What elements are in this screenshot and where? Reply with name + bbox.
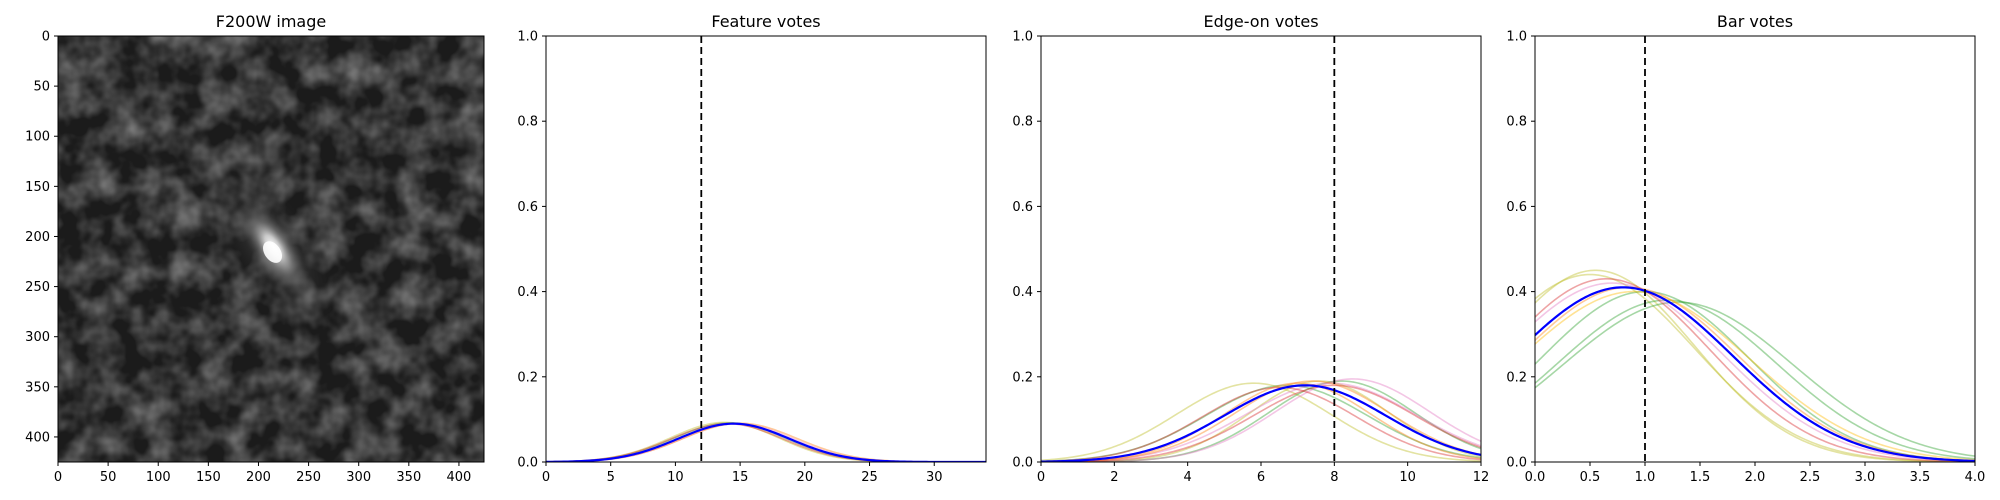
- y-tick-label: 0.4: [517, 285, 538, 300]
- y-tick-label: 0.4: [1506, 285, 1527, 300]
- curves: [1535, 269, 1975, 462]
- y-tick-label: 1.0: [1012, 30, 1033, 45]
- x-tick-label: 12: [1473, 470, 1490, 485]
- y-tick-label: 1.0: [517, 30, 538, 45]
- x-tick-label: 2: [1110, 470, 1118, 485]
- sample-curve: [1041, 386, 1481, 462]
- x-tick-label: 1.0: [1635, 470, 1656, 485]
- x-tick-label: 0.5: [1580, 470, 1601, 485]
- x-tick-label: 15: [732, 470, 749, 485]
- chart-title-0: F200W image: [216, 12, 326, 31]
- x-tick-label: 1.5: [1690, 470, 1711, 485]
- y-tick-label: 0.0: [517, 456, 538, 471]
- x-tick-label: 200: [246, 470, 271, 485]
- panel-bar-votes: Bar votes 0.0 0.5 1.0 1.5 2.0 2.5 3.0 3.5 4.0 0.0 0…: [1506, 12, 1985, 485]
- image-frame: [57, 35, 485, 463]
- y-tick-label: 0.8: [1506, 115, 1527, 130]
- sample-curve: [1041, 384, 1481, 462]
- x-tick-label: 400: [447, 470, 472, 485]
- panel-edge-on-votes: Edge-on votes 0 2 4 6 8 10 12 0.0 0.2 0.4 0.6 0.8 1.0: [1012, 12, 1489, 485]
- x-tick-label: 3.0: [1855, 470, 1876, 485]
- chart-title-3: Bar votes: [1717, 12, 1793, 31]
- y-tick-label: 250: [25, 280, 50, 295]
- x-tick-label: 2.0: [1745, 470, 1766, 485]
- x-tick-label: 0: [542, 470, 550, 485]
- y-tick-label: 0.2: [517, 370, 538, 385]
- sample-curve: [1535, 273, 1975, 462]
- x-tick-label: 30: [926, 470, 943, 485]
- chart-title-2: Edge-on votes: [1203, 12, 1318, 31]
- sample-curve: [1535, 301, 1975, 457]
- y-tick-label: 0: [42, 30, 50, 45]
- axes-frame: [545, 35, 987, 463]
- y-tick-label: 0.6: [517, 200, 538, 215]
- curves: [1041, 378, 1481, 462]
- x-tick-label: 250: [296, 470, 321, 485]
- y-tick-label: 0.6: [1012, 200, 1033, 215]
- x-tick-label: 8: [1330, 470, 1338, 485]
- y-tick-label: 150: [25, 180, 50, 195]
- y-tick-label: 0.0: [1012, 456, 1033, 471]
- sample-curve: [1041, 382, 1481, 462]
- x-tick-label: 2.5: [1800, 470, 1821, 485]
- x-tick-label: 50: [100, 470, 117, 485]
- galaxy-core: [263, 241, 283, 263]
- plot-area: [1535, 36, 1975, 462]
- plot-area: [1041, 36, 1481, 462]
- y-tick-label: 0.0: [1506, 456, 1527, 471]
- y-tick-label: 50: [33, 80, 50, 95]
- sample-curve: [1041, 384, 1481, 462]
- x-tick-label: 6: [1257, 470, 1265, 485]
- sample-curve: [1535, 269, 1975, 462]
- panel-feature-votes: Feature votes 0 5 10 15 20 25 30 0.0 0.2 0.4 0.6 0.8…: [517, 12, 987, 485]
- x-tick-label: 300: [346, 470, 371, 485]
- sample-curve: [1535, 282, 1975, 462]
- y-tick-label: 0.4: [1012, 285, 1033, 300]
- x-tick-label: 4.0: [1965, 470, 1986, 485]
- sample-curve: [1041, 382, 1481, 462]
- y-tick-label: 300: [25, 330, 50, 345]
- sample-curve: [1041, 380, 1481, 462]
- panel-f200w-image: F200W image 0 50 100 150 200 250 300 350 400 0 50 1…: [25, 12, 485, 485]
- chart-title-1: Feature votes: [711, 12, 820, 31]
- sample-curve: [1041, 378, 1481, 462]
- y-tick-label: 0.8: [517, 115, 538, 130]
- plot-area: [546, 36, 986, 462]
- x-tick-label: 0.0: [1525, 470, 1546, 485]
- sample-curve: [1041, 380, 1481, 462]
- x-tick-label: 350: [396, 470, 421, 485]
- y-tick-label: 0.6: [1506, 200, 1527, 215]
- sample-curve: [1041, 380, 1481, 462]
- sample-curve: [1041, 382, 1481, 462]
- y-tick-label: 400: [25, 430, 50, 445]
- y-tick-label: 0.2: [1506, 370, 1527, 385]
- sample-curve: [1535, 290, 1975, 461]
- x-tick-label: 10: [667, 470, 684, 485]
- mean-curve: [1535, 286, 1975, 462]
- x-tick-label: 100: [146, 470, 171, 485]
- x-tick-label: 25: [861, 470, 878, 485]
- y-tick-label: 0.2: [1012, 370, 1033, 385]
- y-tick-label: 0.8: [1012, 115, 1033, 130]
- x-tick-label: 4: [1184, 470, 1192, 485]
- x-tick-label: 0: [1037, 470, 1045, 485]
- y-tick-label: 100: [25, 130, 50, 145]
- y-tick-label: 200: [25, 230, 50, 245]
- x-tick-label: 5: [607, 470, 615, 485]
- y-tick-label: 1.0: [1506, 30, 1527, 45]
- x-tick-label: 0: [54, 470, 62, 485]
- x-tick-label: 3.5: [1910, 470, 1931, 485]
- sample-curve: [1535, 290, 1975, 462]
- x-tick-label: 20: [797, 470, 814, 485]
- sample-curve: [1535, 278, 1975, 462]
- mean-curve: [1041, 384, 1481, 462]
- x-tick-label: 10: [1399, 470, 1416, 485]
- sample-curve: [1535, 299, 1975, 460]
- y-tick-label: 350: [25, 380, 50, 395]
- x-tick-label: 150: [196, 470, 221, 485]
